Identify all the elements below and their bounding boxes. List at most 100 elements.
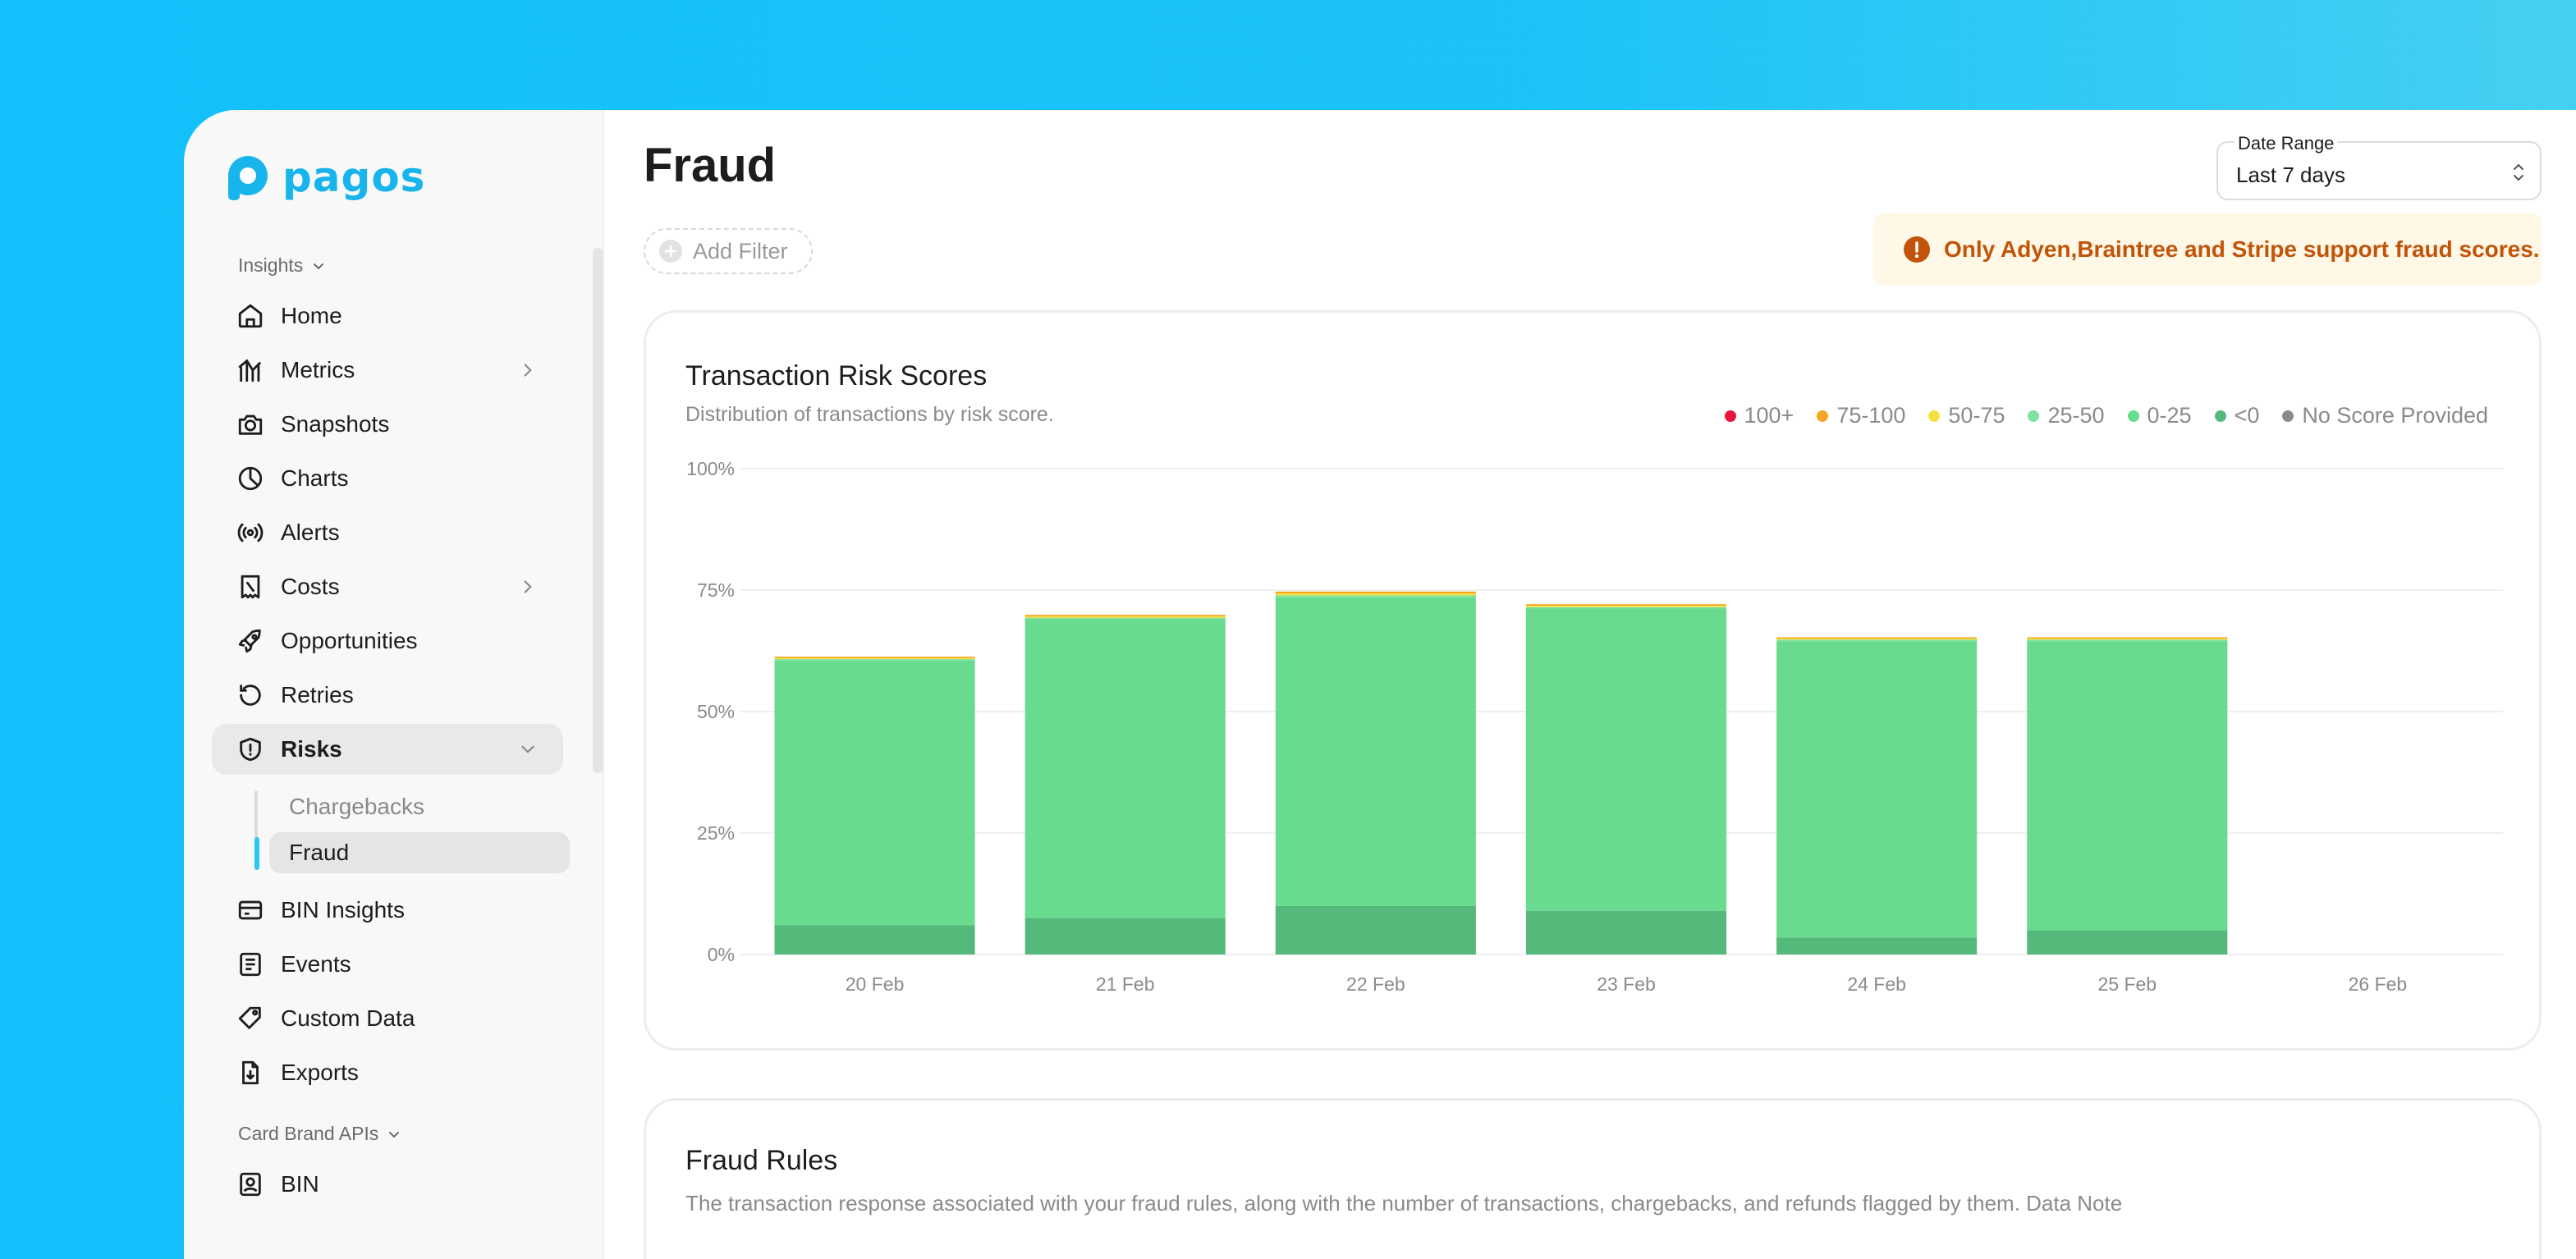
legend-label: <0 xyxy=(2234,403,2260,428)
chevron-down-icon xyxy=(389,1131,400,1138)
bar-segment[interactable] xyxy=(1024,619,1226,918)
x-tick-label: 21 Feb xyxy=(1096,973,1155,995)
bar-segment[interactable] xyxy=(1525,910,1727,955)
legend-item[interactable]: 25-50 xyxy=(2028,403,2105,428)
card-icon xyxy=(235,895,266,926)
add-filter-label: Add Filter xyxy=(693,238,788,263)
sidebar-item-label: Metrics xyxy=(281,357,355,382)
legend-swatch xyxy=(2127,410,2139,422)
section-header-insights[interactable]: Insights xyxy=(238,254,326,277)
sidebar-item-events[interactable]: Events xyxy=(212,939,563,990)
fraud-score-notice: Only Adyen,Braintree and Stripe support … xyxy=(1873,213,2542,286)
bar-segment[interactable] xyxy=(2027,930,2228,955)
bar-segment[interactable] xyxy=(1275,905,1476,955)
subnav-item-label: Fraud xyxy=(289,840,350,865)
sidebar-item-label: Custom Data xyxy=(281,1005,415,1031)
sidebar-item-label: BIN Insights xyxy=(281,897,405,923)
fraud-rules-card: Fraud Rules The transaction response ass… xyxy=(644,1098,2542,1259)
legend-item[interactable]: 0-25 xyxy=(2127,403,2192,428)
sidebar-item-label: Home xyxy=(281,303,342,328)
bar-segment[interactable] xyxy=(774,657,975,658)
sidebar-item-alerts[interactable]: Alerts xyxy=(212,507,563,558)
sidebar-item-exports[interactable]: Exports xyxy=(212,1047,563,1098)
subnav-item-chargebacks[interactable]: Chargebacks xyxy=(269,786,570,827)
bar-segment[interactable] xyxy=(774,659,975,661)
sidebar-item-risks[interactable]: Risks xyxy=(212,724,563,775)
sidebar-item-bin-insights[interactable]: BIN Insights xyxy=(212,885,563,936)
legend-item[interactable]: No Score Provided xyxy=(2282,403,2488,428)
sidebar-item-label: Costs xyxy=(281,574,340,599)
section-header-card-brand-apis[interactable]: Card Brand APIs xyxy=(238,1123,401,1145)
bar-segment[interactable] xyxy=(1525,608,1727,911)
bar-segment[interactable] xyxy=(1776,641,1978,938)
sidebar-item-custom-data[interactable]: Custom Data xyxy=(212,993,563,1044)
bar-segment[interactable] xyxy=(1776,637,1978,639)
legend-swatch xyxy=(2028,410,2040,422)
bar-segment[interactable] xyxy=(774,657,975,660)
sidebar-item-label: Retries xyxy=(281,682,354,707)
app-window: pagos Insights Home Metrics Sn xyxy=(184,110,2576,1259)
legend-label: 0-25 xyxy=(2147,403,2192,428)
card-title: Transaction Risk Scores xyxy=(685,360,988,391)
pie-chart-icon xyxy=(235,463,266,494)
bar-segment[interactable] xyxy=(774,925,975,955)
legend-item[interactable]: <0 xyxy=(2214,403,2260,428)
sidebar-scrollbar[interactable] xyxy=(593,248,603,773)
date-range-value: Last 7 days xyxy=(2236,163,2345,187)
legend-item[interactable]: 50-75 xyxy=(1928,403,2005,428)
plus-circle-icon xyxy=(659,240,682,263)
bar-segment[interactable] xyxy=(2027,639,2228,642)
date-range-label: Date Range xyxy=(2235,133,2338,154)
bar-segment[interactable] xyxy=(1275,595,1476,597)
notice-text: Only Adyen,Braintree and Stripe support … xyxy=(1944,236,2540,262)
bar-segment[interactable] xyxy=(1024,616,1226,618)
date-range-select[interactable]: Date Range Last 7 days xyxy=(2216,133,2542,200)
receipt-icon xyxy=(235,571,266,602)
page-title: Fraud xyxy=(644,139,777,192)
card-subtitle: Distribution of transactions by risk sco… xyxy=(685,403,1054,426)
bar-segment[interactable] xyxy=(774,660,975,926)
broadcast-icon xyxy=(235,517,266,548)
sidebar-item-bin[interactable]: BIN xyxy=(212,1159,563,1210)
bar-segment[interactable] xyxy=(1525,604,1727,606)
bar-segment[interactable] xyxy=(1776,937,1978,955)
sidebar-item-retries[interactable]: Retries xyxy=(212,670,563,721)
sidebar-item-opportunities[interactable]: Opportunities xyxy=(212,616,563,666)
id-card-icon xyxy=(235,1169,266,1200)
add-filter-button[interactable]: Add Filter xyxy=(644,228,813,274)
bar-segment[interactable] xyxy=(1525,607,1727,609)
bar-segment[interactable] xyxy=(1275,591,1476,594)
y-tick-label: 75% xyxy=(697,579,735,601)
sidebar-item-label: Events xyxy=(281,951,351,977)
bar-segment[interactable] xyxy=(1776,638,1978,640)
bar-segment[interactable] xyxy=(1024,617,1226,620)
chevron-down-icon xyxy=(521,745,534,753)
bar-segment[interactable] xyxy=(1024,918,1226,955)
export-icon xyxy=(235,1057,266,1088)
sidebar-item-home[interactable]: Home xyxy=(212,291,563,341)
legend-item[interactable]: 100+ xyxy=(1724,403,1794,428)
tag-icon xyxy=(235,1003,266,1034)
bar-segment[interactable] xyxy=(2027,637,2228,639)
bar-segment[interactable] xyxy=(2027,641,2228,931)
bar-segment[interactable] xyxy=(1275,593,1476,596)
bar-segment[interactable] xyxy=(1525,605,1727,607)
bar-segment[interactable] xyxy=(1024,615,1226,616)
x-tick-label: 24 Feb xyxy=(1847,973,1906,995)
sidebar-item-metrics[interactable]: Metrics xyxy=(212,345,563,396)
rocket-icon xyxy=(235,625,266,657)
sidebar-item-costs[interactable]: Costs xyxy=(212,561,563,612)
transaction-risk-scores-card: Transaction Risk Scores Distribution of … xyxy=(644,310,2542,1051)
sidebar-item-charts[interactable]: Charts xyxy=(212,453,563,504)
retry-icon xyxy=(235,680,266,711)
sidebar-item-snapshots[interactable]: Snapshots xyxy=(212,399,563,450)
brand-name: pagos xyxy=(282,153,426,201)
subnav-line xyxy=(254,791,258,852)
subnav-item-fraud[interactable]: Fraud xyxy=(269,832,570,873)
logo[interactable]: pagos xyxy=(222,151,425,204)
bar-segment[interactable] xyxy=(1776,639,1978,642)
legend-item[interactable]: 75-100 xyxy=(1817,403,1905,428)
bar-segment[interactable] xyxy=(2027,638,2228,640)
bar-segment[interactable] xyxy=(1275,597,1476,906)
section-header-label: Insights xyxy=(238,254,304,276)
